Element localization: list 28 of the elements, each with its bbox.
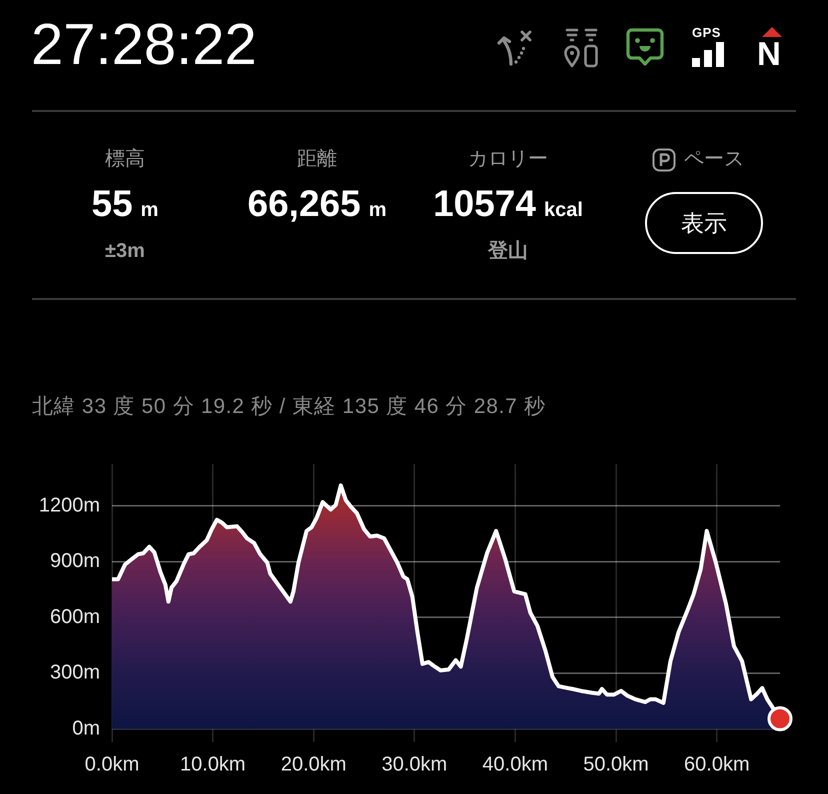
y-tick-label: 300m [50, 662, 100, 684]
text: 10574 [433, 183, 536, 224]
text: m [140, 199, 158, 221]
text: m [368, 199, 386, 221]
y-tick-label: 1200m [38, 494, 100, 516]
text: ペース [684, 147, 744, 172]
y-tick-label: 0m [72, 718, 100, 740]
y-tick-label: 900m [50, 550, 100, 572]
text: 距離 [296, 147, 338, 172]
text: 55 [92, 183, 133, 224]
text: カロリー [467, 147, 549, 172]
text: 標高 [104, 147, 146, 172]
x-tick-label: 50.0km [583, 754, 649, 776]
text: GPS [692, 25, 721, 40]
display-button[interactable]: 表示 [645, 192, 763, 254]
x-tick-label: 10.0km [180, 754, 246, 776]
y-tick-label: 600m [50, 606, 100, 628]
x-tick-label: 30.0km [382, 754, 448, 776]
x-tick-label: 20.0km [280, 754, 346, 776]
text: 登山 [486, 239, 529, 264]
x-tick-label: 40.0km [482, 754, 548, 776]
text: 27:28:22 [31, 12, 257, 78]
text: ±3m [104, 239, 146, 264]
chart-subtitle: 北緯 33 度 50 分 19.2 秒 / 東経 135 度 46 分 28.7 秒 [32, 394, 546, 420]
x-tick-label: 0.0km [84, 754, 140, 776]
text: kcal [544, 199, 583, 221]
x-tick-label: 60.0km [684, 754, 750, 776]
text: 66,265 [248, 183, 361, 224]
